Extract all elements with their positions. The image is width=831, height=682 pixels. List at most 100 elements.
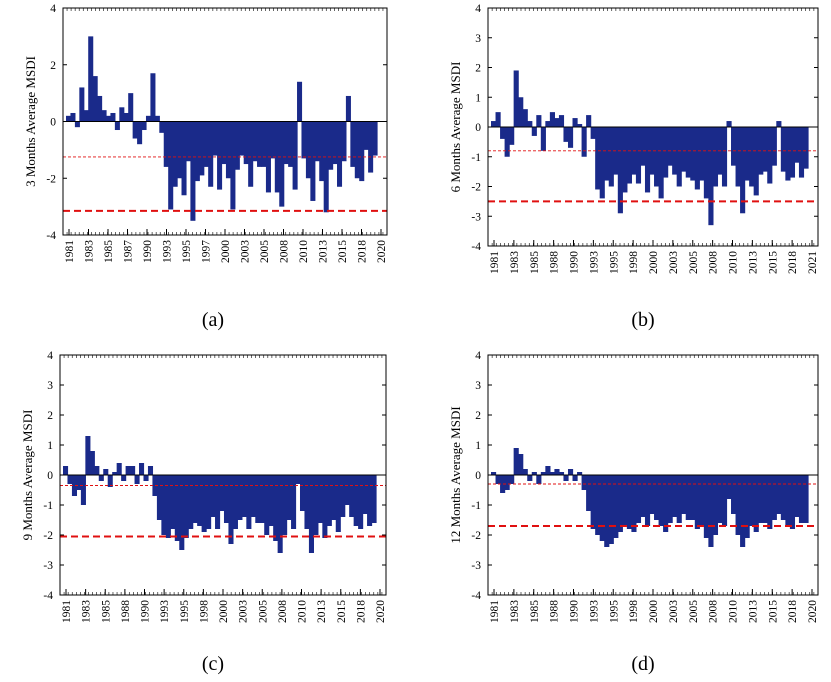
bar [270,121,276,159]
bar [67,475,73,484]
x-tick-label: 2003 [240,240,252,263]
bar [721,475,728,526]
bar [132,121,138,139]
bar [89,451,95,475]
x-tick-label: 1985 [100,600,112,623]
x-tick-label: 2003 [668,600,680,623]
x-tick-label: 1998 [198,600,210,623]
y-tick-label: 0 [47,470,53,482]
x-tick-label: 1981 [489,600,501,623]
bar [549,472,555,475]
bar [183,475,189,538]
bar [762,127,768,172]
x-tick-label: 2013 [318,240,330,263]
x-tick-label: 2018 [355,600,367,623]
bar [690,127,696,181]
bar [644,127,651,193]
y-tick-label: 0 [50,117,56,129]
chart-panel-3: 4 3 2 1 0 -1 -2 -3 -4 1981 1983 1985 1988 1990 1993 199… [20,350,387,675]
x-tick-label: 2005 [688,251,700,274]
bar [63,466,69,475]
bar [780,127,786,172]
bar [341,121,347,162]
bar [663,127,669,178]
bar [676,475,682,523]
bar [586,475,592,511]
bar [789,475,796,529]
bar [185,121,191,162]
bar [159,121,165,133]
bar [326,475,332,526]
bar [282,475,288,535]
x-tick-label: 1981 [61,600,73,623]
x-tick-label: 2005 [259,240,271,263]
panel-label: (a) [202,309,224,331]
x-tick-label: 2015 [336,600,348,623]
bar [295,475,301,484]
bar [331,475,337,520]
bar [491,472,497,475]
bar [635,127,642,184]
bar [640,127,646,166]
bar [513,70,519,127]
bar [114,121,120,131]
bar [305,121,311,179]
bar [726,121,732,127]
bar [731,475,737,514]
bar [649,127,655,175]
x-tick-label: 1990 [140,600,152,623]
x-tick-label: 1990 [142,240,154,263]
bar [371,475,377,523]
bar [767,475,773,529]
x-tick-label: 1983 [509,251,521,274]
x-tick-label: 2008 [279,240,291,263]
bar [735,475,741,535]
bar [740,475,746,547]
x-tick-label: 1987 [123,240,135,263]
bar [798,475,805,523]
bar [367,475,373,526]
bar [165,475,171,538]
bar [685,127,691,178]
x-tick-label: 1998 [628,251,640,274]
bar [243,121,249,165]
bar [654,475,660,520]
bar [215,475,221,529]
bar [353,475,359,526]
bar [98,475,104,481]
chart-panel-1: 4 2 0 -2 -4 1981 1983 1985 1987 1990 1993 1995 1997 2… [23,3,388,331]
bar [192,475,198,523]
bar [212,121,218,156]
x-tick-label: 2000 [648,251,660,274]
bar [577,472,583,475]
bar [631,475,637,532]
bar [681,127,687,172]
bar [197,475,203,526]
x-tick-label: 2008 [708,251,720,274]
bar [667,127,673,166]
y-tick-label: 4 [475,3,481,15]
bar [558,115,565,127]
bar [156,475,162,520]
y-tick-label: -2 [471,182,481,194]
bar [259,475,265,523]
bar [345,95,351,122]
x-tick-label: 2013 [316,600,328,623]
bar [310,121,316,201]
bar [170,475,176,529]
bar [518,454,524,475]
x-tick-label: 2000 [220,240,232,263]
bar [540,472,546,475]
bar [328,121,334,170]
bar [161,475,167,535]
bar [97,95,103,122]
bar [210,475,216,517]
bar [744,127,750,181]
bar [119,107,125,122]
bar [110,112,116,122]
y-tick-label: -2 [471,530,481,542]
bar [586,115,592,127]
bar [536,115,542,127]
bar [232,475,238,529]
y-tick-label: -1 [471,500,481,512]
